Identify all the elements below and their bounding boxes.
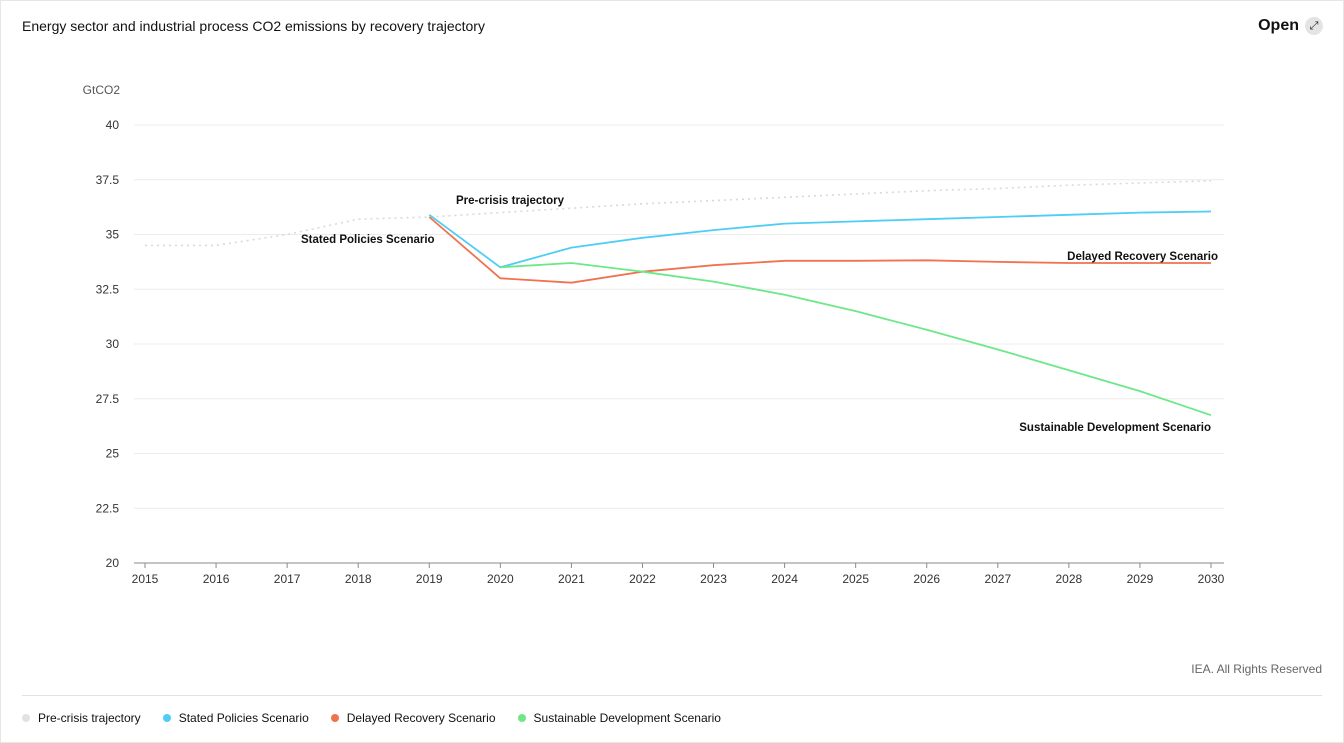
annotation-label: Delayed Recovery Scenario (1067, 251, 1218, 263)
x-tick-label: 2025 (842, 572, 869, 586)
x-tick-label: 2026 (913, 572, 940, 586)
y-tick-label: 32.5 (96, 282, 120, 296)
copyright-credit: IEA. All Rights Reserved (1191, 662, 1322, 676)
y-tick-label: 40 (106, 118, 120, 132)
open-label: Open (1258, 17, 1299, 34)
series-line-delayed-recovery-scenario (428, 216, 1211, 284)
x-tick-label: 2021 (558, 572, 585, 586)
series-line-stated-policies-scenario (428, 210, 1212, 269)
legend-item[interactable]: Delayed Recovery Scenario (330, 711, 496, 725)
legend-item[interactable]: Sustainable Development Scenario (517, 711, 721, 725)
legend-dot-icon (517, 714, 526, 722)
legend-item[interactable]: Pre-crisis trajectory (22, 711, 141, 725)
x-tick-label: 2023 (700, 572, 727, 586)
y-tick-label: 27.5 (96, 392, 120, 406)
legend-label: Sustainable Development Scenario (533, 711, 721, 725)
x-tick-label: 2020 (487, 572, 514, 586)
x-tick-label: 2027 (984, 572, 1011, 586)
x-tick-label: 2017 (274, 572, 301, 586)
x-tick-label: 2029 (1127, 572, 1154, 586)
expand-icon: ⤢ (1305, 17, 1323, 35)
open-button[interactable]: Open ⤢ (1258, 17, 1323, 35)
chart-title: Energy sector and industrial process CO2… (22, 18, 485, 34)
y-tick-label: 25 (106, 447, 120, 461)
y-tick-label: 22.5 (96, 501, 120, 515)
chart-legend: Pre-crisis trajectory Stated Policies Sce… (22, 711, 721, 725)
series-line-sustainable-development-scenario (500, 262, 1212, 417)
legend-label: Delayed Recovery Scenario (346, 711, 496, 725)
legend-label: Stated Policies Scenario (178, 711, 309, 725)
y-tick-label: 30 (106, 337, 120, 351)
series-line-pre-crisis-trajectory (145, 180, 1212, 247)
y-tick-label: 37.5 (96, 173, 120, 187)
annotation-label: Stated Policies Scenario (301, 234, 435, 246)
legend-divider (22, 695, 1322, 696)
y-axis-unit-label: GtCO2 (83, 83, 121, 97)
annotation-label: Sustainable Development Scenario (1019, 422, 1211, 434)
x-tick-label: 2030 (1198, 572, 1225, 586)
legend-dot-icon (330, 714, 339, 722)
y-tick-label: 20 (106, 556, 120, 570)
x-tick-label: 2022 (629, 572, 656, 586)
legend-dot-icon (22, 714, 30, 722)
x-tick-label: 2015 (132, 572, 159, 586)
legend-dot-icon (162, 714, 171, 722)
x-tick-label: 2028 (1056, 572, 1083, 586)
x-tick-label: 2016 (203, 572, 230, 586)
x-tick-label: 2019 (416, 572, 443, 586)
line-chart: GtCO2 20 22.5 25 27.5 30 32.5 35 37.5 40 2015 2016 2… (83, 83, 1225, 586)
annotation-label: Pre-crisis trajectory (456, 195, 565, 207)
x-tick-label: 2018 (345, 572, 372, 586)
legend-item[interactable]: Stated Policies Scenario (162, 711, 309, 725)
x-tick-label: 2024 (771, 572, 798, 586)
y-tick-label: 35 (106, 228, 120, 242)
legend-label: Pre-crisis trajectory (38, 711, 141, 725)
